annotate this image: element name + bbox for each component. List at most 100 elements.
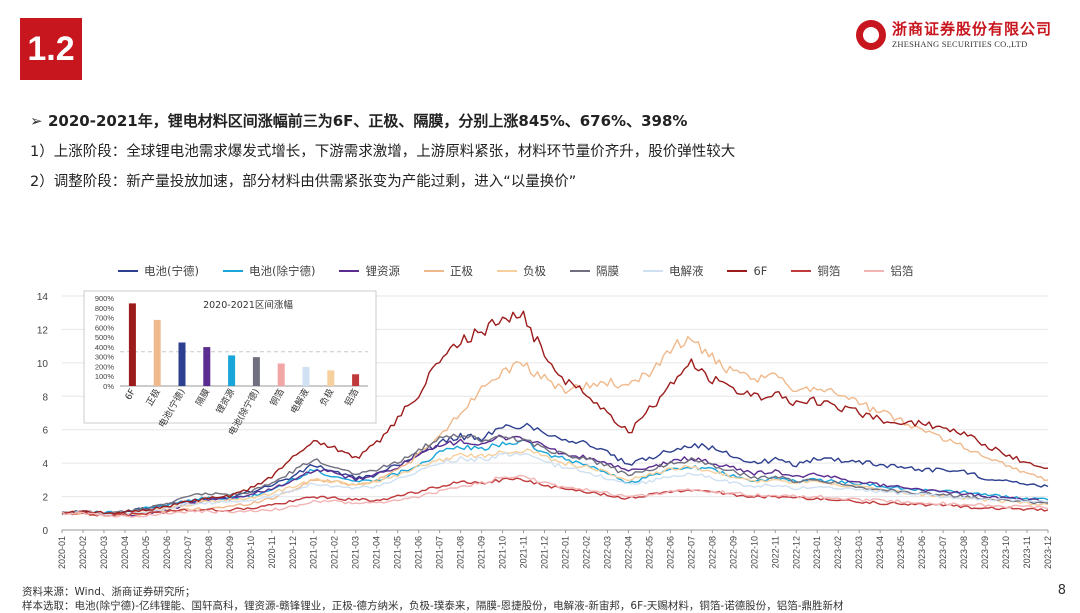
legend-swatch	[569, 270, 590, 272]
sample-note: 样本选取：电池(除宁德)-亿纬锂能、国轩高科，锂资源-赣锋锂业，正极-德方纳米，…	[22, 600, 844, 612]
x-tick-label: 2022-08	[707, 536, 717, 569]
inset-y-tick-label: 100%	[95, 372, 115, 381]
x-tick-label: 2022-04	[623, 536, 633, 569]
series-line	[61, 439, 1049, 516]
x-tick-label: 2023-06	[917, 536, 927, 569]
x-tick-label: 2021-09	[477, 536, 487, 569]
section-number-badge: 1.2	[20, 18, 82, 80]
legend-item: 6F	[727, 263, 767, 279]
x-tick-label: 2023-10	[1001, 536, 1011, 569]
x-tick-label: 2023-01	[812, 536, 822, 569]
company-logo: 浙商证券股份有限公司 ZHESHANG SECURITIES CO.,LTD	[855, 18, 1052, 52]
legend-label: 6F	[753, 264, 768, 278]
legend-swatch	[727, 270, 748, 272]
legend-swatch	[791, 270, 812, 272]
series-line	[61, 433, 1049, 515]
x-tick-label: 2021-01	[309, 536, 319, 569]
x-tick-label: 2021-08	[456, 536, 466, 569]
point-adjust-stage: 2）调整阶段：新产量投放加速，部分材料由供需紧张变为产能过剩，进入“以量换价”	[30, 174, 577, 190]
x-tick-label: 2023-03	[854, 536, 864, 569]
x-tick-label: 2021-10	[498, 536, 508, 569]
x-tick-label: 2020-02	[78, 536, 88, 569]
x-tick-label: 2023-09	[980, 536, 990, 569]
legend-label: 负极	[522, 264, 546, 278]
company-name-cn: 浙商证券股份有限公司	[891, 19, 1052, 38]
inset-bar	[327, 370, 335, 386]
inset-bar	[203, 347, 211, 386]
inset-y-tick-label: 300%	[95, 353, 115, 362]
legend-item: 锂资源	[339, 263, 400, 279]
x-tick-label: 2023-04	[875, 536, 885, 569]
legend-item: 电解液	[642, 263, 704, 279]
x-tick-label: 2022-06	[665, 536, 675, 569]
legend-label: 正极	[449, 264, 473, 278]
legend-swatch	[222, 270, 243, 272]
x-tick-label: 2022-05	[644, 536, 654, 569]
series-line	[61, 310, 1049, 515]
x-tick-label: 2020-12	[288, 536, 298, 569]
legend-label: 电解液	[668, 264, 704, 278]
x-tick-label: 2022-03	[602, 536, 612, 569]
legend-item: 铜箔	[791, 263, 840, 279]
legend-swatch	[118, 270, 138, 272]
inset-y-tick-label: 400%	[95, 343, 115, 352]
x-tick-label: 2021-06	[414, 536, 424, 569]
x-tick-label: 2020-09	[225, 536, 235, 569]
series-line	[61, 451, 1049, 516]
headline-text: 2020-2021年，锂电材料区间涨幅前三为6F、正极、隔膜，分别上涨845%、…	[48, 112, 688, 130]
legend-label: 电池(宁德)	[144, 264, 199, 278]
point-rising-stage: 1）上涨阶段：全球锂电池需求爆发式增长，下游需求激增，上游原料紧张，材料环节量价…	[30, 144, 736, 160]
inset-chart-title: 2020-2021区间涨幅	[203, 299, 293, 311]
x-tick-label: 2023-11	[1022, 536, 1032, 568]
series-line	[62, 434, 1049, 517]
legend-label: 锂资源	[365, 264, 400, 278]
inset-bar	[128, 303, 136, 386]
inset-y-tick-label: 900%	[95, 294, 115, 303]
zheshang-logo-icon	[855, 20, 886, 50]
inset-bar	[352, 374, 360, 386]
y-tick-label: 6	[42, 426, 48, 437]
legend-swatch	[496, 270, 517, 272]
x-tick-label: 2020-04	[120, 536, 130, 569]
x-tick-label: 2023-12	[1043, 536, 1053, 569]
legend-item: 隔膜	[569, 263, 619, 279]
x-tick-label: 2020-03	[99, 536, 109, 569]
inset-y-tick-label: 500%	[95, 333, 115, 342]
y-tick-label: 4	[42, 459, 48, 470]
x-tick-label: 2021-02	[330, 536, 340, 569]
inset-bar	[178, 342, 186, 386]
legend-swatch	[642, 270, 663, 272]
inset-bar	[228, 355, 236, 386]
legend-item: 电池(除宁德)	[222, 263, 315, 279]
legend-item: 负极	[496, 263, 546, 279]
x-tick-label: 2022-02	[581, 536, 591, 569]
y-tick-label: 0	[42, 526, 48, 537]
x-tick-label: 2021-05	[393, 536, 403, 569]
legend-swatch	[864, 270, 885, 272]
y-tick-label: 10	[37, 359, 49, 370]
legend-item: 正极	[423, 263, 473, 279]
series-line	[61, 335, 1049, 517]
x-tick-label: 2020-01	[57, 536, 67, 569]
page-number: 8	[1057, 583, 1066, 598]
inset-y-tick-label: 0%	[103, 382, 114, 391]
source-note: 资料来源：Wind、浙商证券研究所；	[22, 586, 196, 598]
legend-swatch	[339, 270, 360, 272]
x-tick-label: 2023-05	[896, 536, 906, 569]
legend-item: 铝箔	[864, 263, 913, 279]
y-tick-label: 8	[42, 392, 48, 403]
y-tick-label: 14	[37, 292, 49, 303]
x-tick-label: 2021-03	[351, 536, 361, 569]
x-tick-label: 2022-11	[770, 536, 780, 568]
x-tick-label: 2022-12	[791, 536, 801, 569]
series-line	[61, 474, 1049, 518]
legend-label: 铜箔	[817, 264, 841, 278]
chart-legend: 电池(宁德) 电池(除宁德) 锂资源 正极 负极 隔膜 电解液 6F 铜箔 铝箔	[118, 263, 937, 279]
x-tick-label: 2023-07	[938, 536, 948, 569]
x-tick-label: 2022-07	[686, 536, 696, 569]
y-tick-label: 12	[37, 325, 49, 336]
y-tick-label: 2	[42, 493, 48, 504]
x-tick-label: 2020-07	[183, 536, 193, 569]
legend-swatch	[423, 270, 444, 272]
